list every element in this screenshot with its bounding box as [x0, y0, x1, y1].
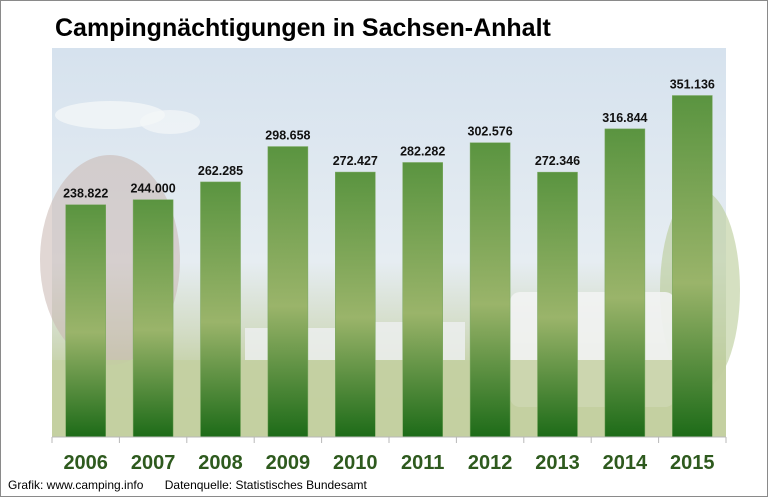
x-tick-label: 2007 — [131, 452, 176, 474]
bar-2013 — [537, 171, 578, 438]
data-label: 351.136 — [670, 78, 715, 92]
x-tick-label: 2009 — [266, 452, 311, 474]
chart-footer: Grafik: www.camping.info Datenquelle: St… — [8, 478, 385, 492]
bar-2011 — [402, 162, 443, 438]
data-label: 238.822 — [63, 187, 108, 201]
footer-credit: Grafik: www.camping.info — [8, 478, 144, 492]
bar-2008 — [200, 181, 241, 438]
chart-title: Campingnächtigungen in Sachsen-Anhalt — [55, 14, 551, 42]
bar-2010 — [335, 171, 376, 438]
data-label: 244.000 — [131, 182, 176, 196]
bar-2009 — [267, 146, 309, 438]
x-tick-label: 2008 — [198, 452, 243, 474]
x-tick-label: 2014 — [603, 452, 648, 474]
x-tick-label: 2012 — [468, 452, 513, 474]
x-tick-label: 2010 — [333, 452, 378, 474]
x-tick-label: 2006 — [63, 452, 108, 474]
data-label: 272.427 — [333, 154, 378, 168]
bar-2006 — [65, 204, 106, 438]
x-tick-label: 2015 — [670, 452, 715, 474]
data-label: 282.282 — [400, 144, 445, 158]
x-tick-label: 2011 — [401, 452, 444, 474]
bar-2014 — [604, 128, 646, 438]
footer-source: Datenquelle: Statistisches Bundesamt — [164, 478, 367, 492]
x-tick-label: 2013 — [535, 452, 580, 474]
bar-2007 — [132, 199, 174, 438]
data-label: 298.658 — [265, 129, 310, 143]
data-label: 302.576 — [468, 125, 513, 139]
bar-2012 — [469, 142, 511, 438]
data-label: 262.285 — [198, 164, 243, 178]
data-label: 316.844 — [602, 111, 647, 125]
bar-2015 — [672, 95, 713, 438]
data-label: 272.346 — [535, 154, 580, 168]
